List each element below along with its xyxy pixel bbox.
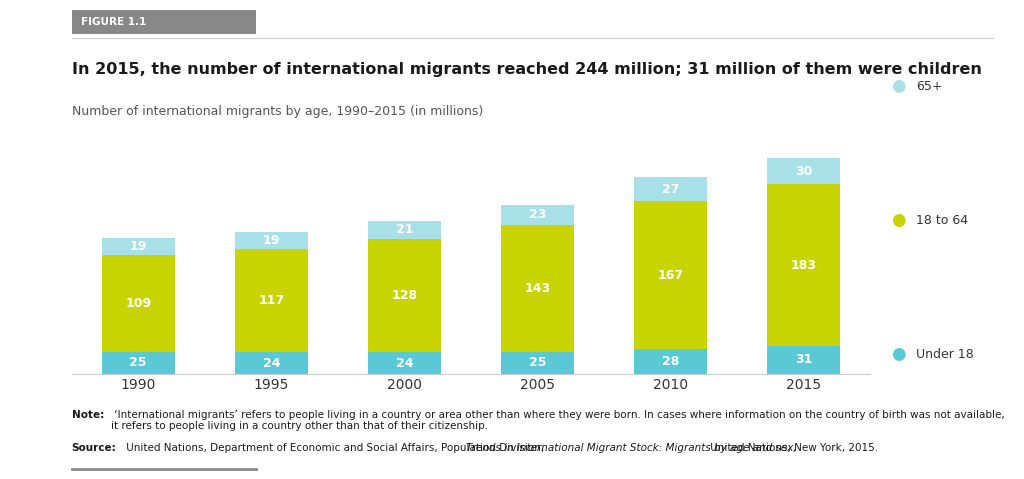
Bar bbox=[767, 158, 841, 184]
Text: 23: 23 bbox=[529, 208, 546, 221]
Text: Source:: Source: bbox=[72, 443, 117, 453]
Text: Number of international migrants by age, 1990–2015 (in millions): Number of international migrants by age,… bbox=[72, 105, 483, 118]
Bar bbox=[101, 239, 175, 255]
Text: 19: 19 bbox=[263, 234, 280, 247]
Text: 128: 128 bbox=[391, 289, 418, 302]
Bar bbox=[101, 255, 175, 352]
Bar bbox=[634, 349, 708, 374]
Text: 65+: 65+ bbox=[916, 80, 943, 93]
Text: 30: 30 bbox=[796, 165, 812, 178]
Text: Note:: Note: bbox=[72, 410, 103, 420]
Bar bbox=[501, 205, 574, 225]
Bar bbox=[634, 201, 708, 349]
Bar bbox=[767, 184, 841, 346]
Text: 27: 27 bbox=[662, 183, 680, 196]
Text: 25: 25 bbox=[528, 356, 547, 369]
Text: 24: 24 bbox=[395, 356, 414, 369]
Text: FIGURE 1.1: FIGURE 1.1 bbox=[81, 17, 146, 26]
Text: Under 18: Under 18 bbox=[916, 348, 974, 361]
Text: United Nations, New York, 2015.: United Nations, New York, 2015. bbox=[707, 443, 878, 453]
Text: 143: 143 bbox=[524, 282, 551, 295]
Bar bbox=[501, 225, 574, 352]
Bar bbox=[368, 221, 441, 239]
Text: 117: 117 bbox=[258, 294, 285, 307]
Bar bbox=[234, 353, 308, 374]
Bar bbox=[368, 353, 441, 374]
Text: 19: 19 bbox=[130, 240, 146, 253]
Bar bbox=[234, 249, 308, 353]
Bar bbox=[234, 232, 308, 249]
Text: ●: ● bbox=[891, 211, 905, 229]
Bar bbox=[501, 352, 574, 374]
Text: 21: 21 bbox=[395, 223, 414, 237]
Text: 25: 25 bbox=[129, 356, 147, 369]
Text: In 2015, the number of international migrants reached 244 million; 31 million of: In 2015, the number of international mig… bbox=[72, 62, 982, 77]
Text: 31: 31 bbox=[796, 354, 812, 366]
Text: Trends in International Migrant Stock: Migrants by age and sex,: Trends in International Migrant Stock: M… bbox=[466, 443, 797, 453]
Bar bbox=[634, 177, 708, 201]
Text: 183: 183 bbox=[791, 259, 817, 272]
Bar bbox=[101, 352, 175, 374]
Text: 18 to 64: 18 to 64 bbox=[916, 214, 969, 227]
Text: 109: 109 bbox=[125, 297, 152, 310]
Text: 167: 167 bbox=[657, 269, 684, 282]
Bar bbox=[767, 346, 841, 374]
Bar bbox=[368, 239, 441, 353]
Text: ●: ● bbox=[891, 345, 905, 364]
Text: ●: ● bbox=[891, 77, 905, 95]
Text: ‘International migrants’ refers to people living in a country or area other than: ‘International migrants’ refers to peopl… bbox=[111, 410, 1005, 431]
Text: United Nations, Department of Economic and Social Affairs, Population Division,: United Nations, Department of Economic a… bbox=[123, 443, 548, 453]
Text: 28: 28 bbox=[663, 355, 679, 368]
Text: 24: 24 bbox=[262, 356, 281, 369]
